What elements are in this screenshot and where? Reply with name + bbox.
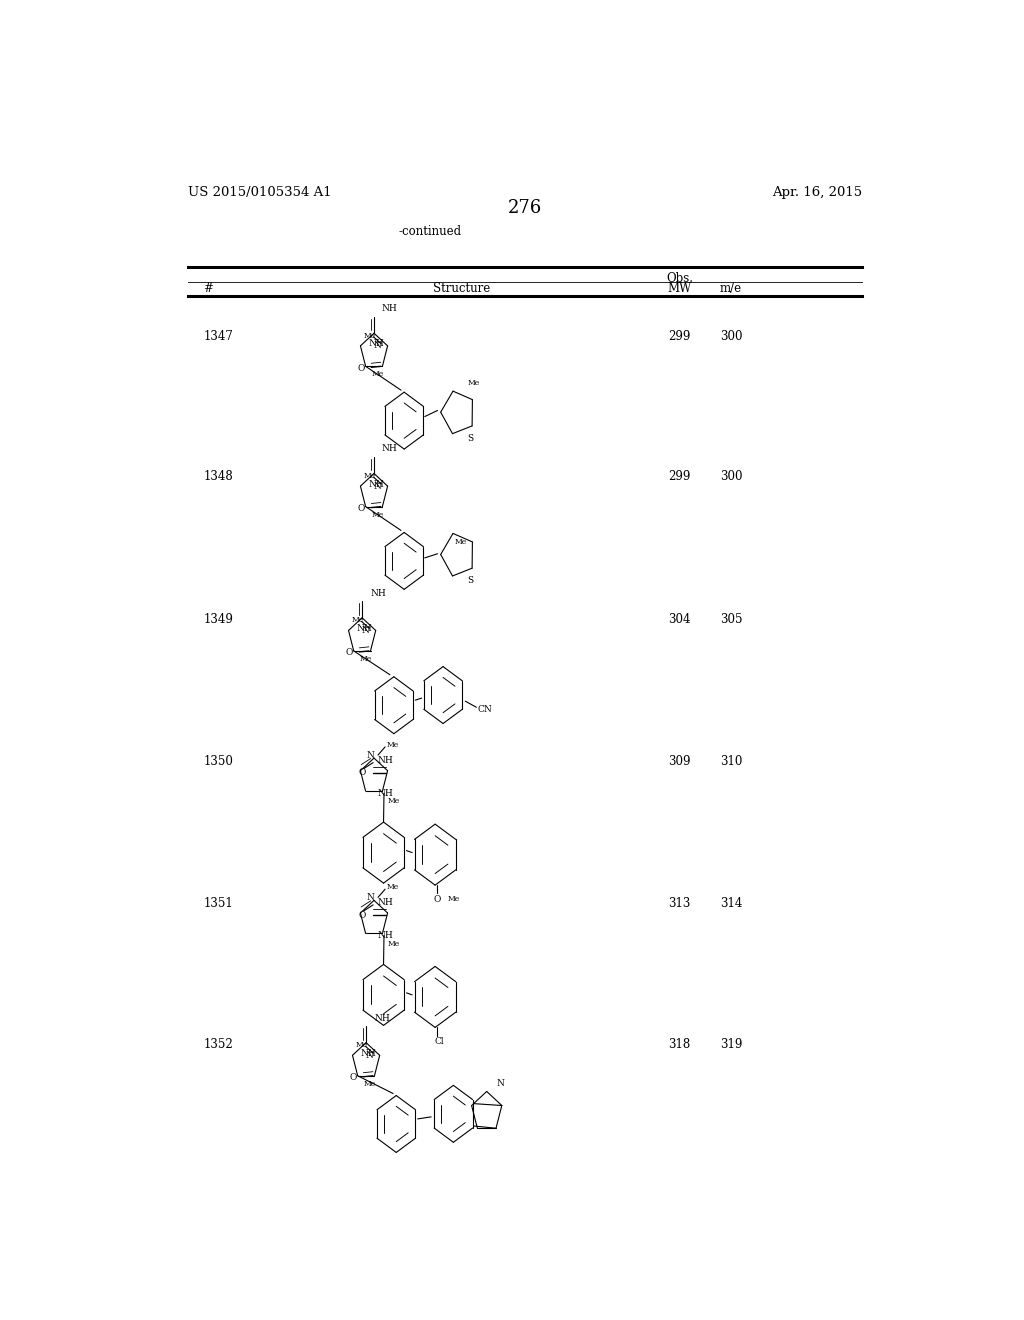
Text: O: O: [357, 364, 365, 372]
Text: 1347: 1347: [204, 330, 233, 343]
Text: 1349: 1349: [204, 612, 233, 626]
Text: Me: Me: [360, 655, 373, 663]
Text: Me: Me: [372, 511, 384, 519]
Text: N: N: [367, 751, 375, 759]
Text: 319: 319: [720, 1038, 742, 1051]
Text: US 2015/0105354 A1: US 2015/0105354 A1: [187, 186, 331, 199]
Text: 300: 300: [720, 470, 742, 483]
Text: Me: Me: [365, 1080, 376, 1088]
Text: 1350: 1350: [204, 755, 233, 768]
Text: 1348: 1348: [204, 470, 233, 483]
Text: O: O: [433, 895, 440, 904]
Text: Me: Me: [455, 539, 467, 546]
Text: Structure: Structure: [433, 282, 489, 294]
Text: S: S: [468, 433, 473, 442]
Text: Me: Me: [387, 883, 399, 891]
Text: N: N: [367, 892, 375, 902]
Text: Me: Me: [387, 797, 399, 805]
Text: 304: 304: [669, 612, 691, 626]
Text: 305: 305: [720, 612, 742, 626]
Text: N: N: [497, 1078, 504, 1088]
Text: NH: NH: [378, 789, 393, 797]
Text: m/e: m/e: [720, 282, 742, 294]
Text: -continued: -continued: [398, 226, 461, 238]
Text: 313: 313: [669, 898, 691, 911]
Text: Apr. 16, 2015: Apr. 16, 2015: [772, 186, 862, 199]
Text: O: O: [357, 504, 365, 513]
Text: Me: Me: [387, 741, 399, 748]
Text: 300: 300: [720, 330, 742, 343]
Text: NH: NH: [369, 339, 384, 348]
Text: 1352: 1352: [204, 1038, 233, 1051]
Text: CN: CN: [478, 705, 493, 714]
Text: 318: 318: [669, 1038, 690, 1051]
Text: N: N: [374, 482, 381, 491]
Text: Me: Me: [364, 331, 376, 339]
Text: N: N: [366, 1051, 374, 1060]
Text: N: N: [361, 626, 370, 635]
Text: NH: NH: [369, 479, 384, 488]
Text: NH: NH: [370, 589, 386, 598]
Text: NH: NH: [360, 1049, 376, 1057]
Text: Me: Me: [352, 616, 365, 624]
Text: Me: Me: [356, 1041, 369, 1049]
Text: S: S: [468, 576, 473, 585]
Text: 310: 310: [720, 755, 742, 768]
Text: N: N: [374, 342, 381, 350]
Text: Me: Me: [467, 379, 479, 387]
Text: 1351: 1351: [204, 898, 233, 911]
Text: NH: NH: [382, 445, 397, 453]
Text: Me: Me: [447, 895, 460, 903]
Text: 309: 309: [669, 755, 691, 768]
Text: Me: Me: [387, 940, 399, 948]
Text: NH: NH: [378, 756, 393, 766]
Text: NH: NH: [356, 624, 372, 632]
Text: O: O: [346, 648, 353, 657]
Text: Obs.: Obs.: [666, 272, 693, 285]
Text: MW: MW: [668, 282, 691, 294]
Text: Cl: Cl: [434, 1038, 443, 1047]
Text: NH: NH: [378, 899, 393, 907]
Text: 299: 299: [669, 330, 691, 343]
Text: NH: NH: [378, 931, 393, 940]
Text: 276: 276: [508, 199, 542, 218]
Text: #: #: [204, 282, 213, 294]
Text: O: O: [358, 768, 366, 777]
Text: NH: NH: [374, 1014, 390, 1023]
Text: NH: NH: [382, 304, 397, 313]
Text: 314: 314: [720, 898, 742, 911]
Text: O: O: [358, 911, 366, 920]
Text: 299: 299: [669, 470, 691, 483]
Text: Me: Me: [364, 473, 376, 480]
Text: Me: Me: [372, 371, 384, 379]
Text: O: O: [349, 1073, 357, 1082]
